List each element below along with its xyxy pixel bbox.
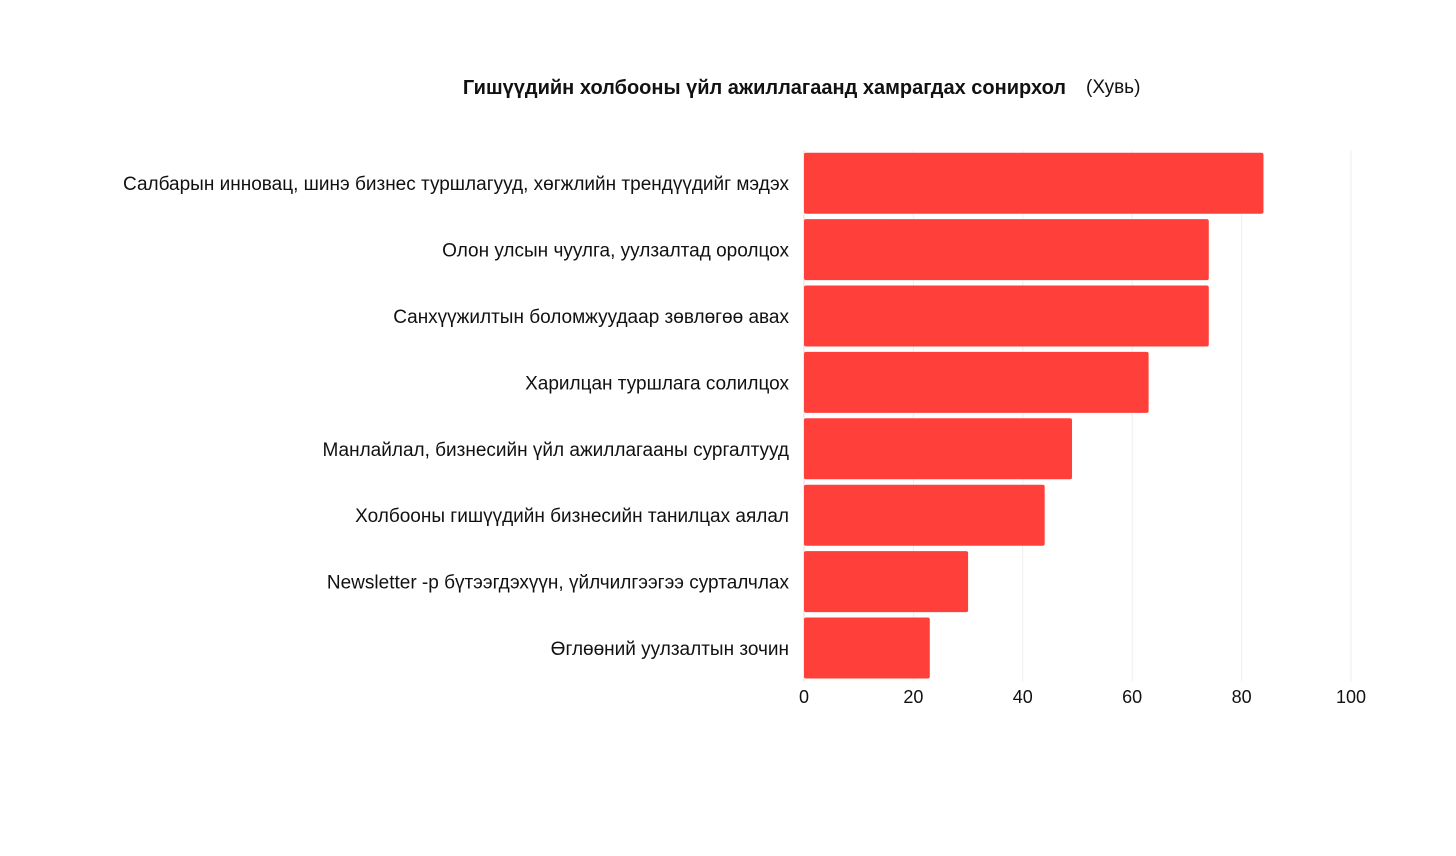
category-labels: Салбарын инновац, шинэ бизнес туршлагууд… — [123, 174, 789, 660]
category-label-3: Санхүүжилтын боломжуудаар зөвлөгөө авах — [393, 307, 789, 328]
bar-6 — [804, 484, 1045, 546]
x-tick-label-0: 0 — [799, 687, 809, 707]
x-tick-label-80: 80 — [1232, 687, 1252, 707]
bars — [804, 152, 1264, 679]
x-axis-ticks: 0 20 40 60 80 100 — [799, 687, 1366, 707]
x-tick-label-100: 100 — [1336, 687, 1366, 707]
category-label-5: Манлайлал, бизнесийн үйл ажиллагааны сур… — [322, 440, 789, 461]
x-tick-label-40: 40 — [1013, 687, 1033, 707]
bar-8 — [804, 617, 930, 679]
category-label-6: Холбооны гишүүдийн бизнесийн танилцах ая… — [355, 506, 789, 527]
category-label-2: Олон улсын чуулга, уулзалтад оролцох — [442, 241, 789, 262]
x-tick-label-20: 20 — [903, 687, 923, 707]
bar-4 — [804, 351, 1149, 413]
category-label-7: Newsletter -р бүтээгдэхүүн, үйлчилгээгээ… — [327, 573, 790, 594]
bar-1 — [804, 152, 1264, 214]
chart-unit-subtitle: (Хувь) — [1086, 77, 1140, 98]
bar-3 — [804, 285, 1209, 347]
category-label-8: Өглөөний уулзалтын зочин — [551, 639, 789, 660]
category-label-4: Харилцан туршлага солилцох — [525, 373, 789, 394]
bar-5 — [804, 418, 1073, 480]
bar-7 — [804, 551, 969, 613]
category-label-1: Салбарын инновац, шинэ бизнес туршлагууд… — [123, 174, 789, 195]
chart-title: Гишүүдийн холбооны үйл ажиллагаанд хамра… — [463, 77, 1066, 99]
bar-2 — [804, 219, 1209, 281]
x-tick-label-60: 60 — [1122, 687, 1142, 707]
